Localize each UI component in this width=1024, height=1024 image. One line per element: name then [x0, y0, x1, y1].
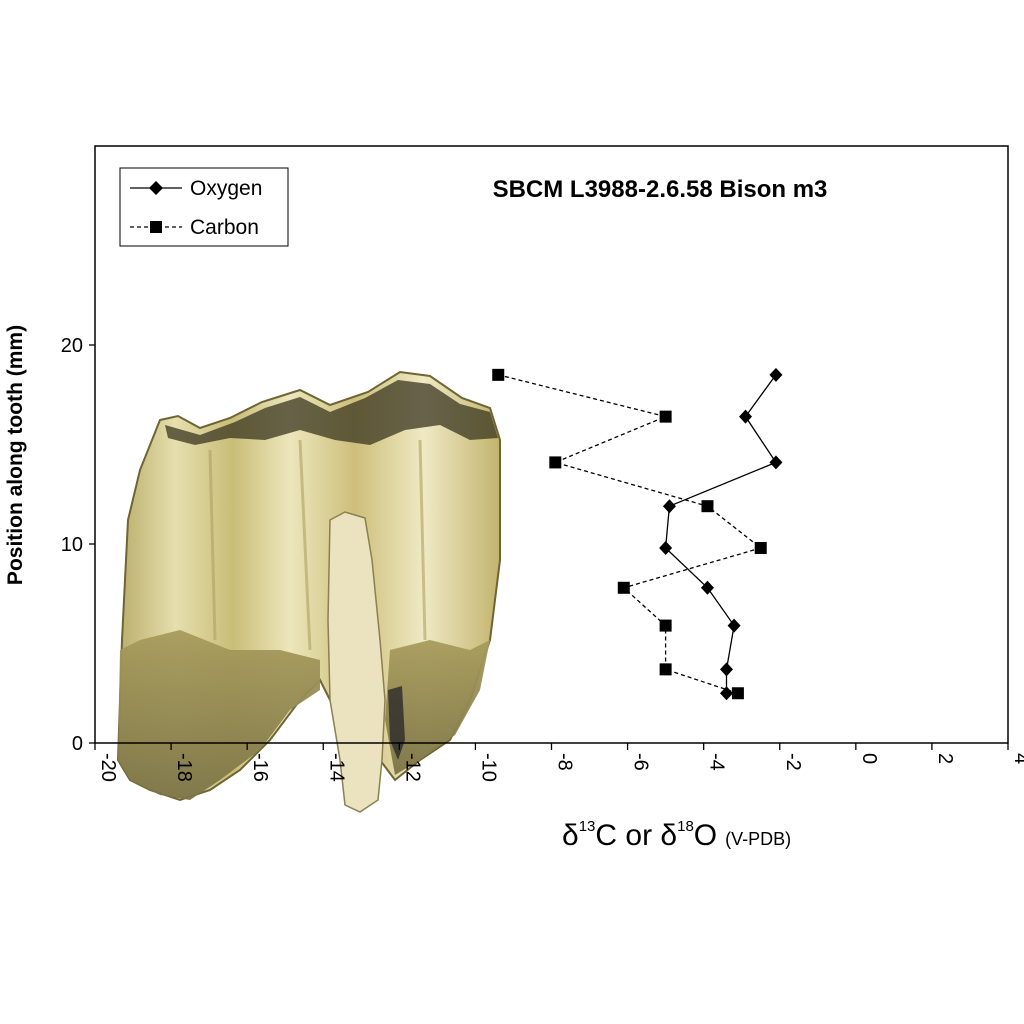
x-tick-label: -14 [325, 753, 347, 782]
x-tick-label: -18 [173, 753, 195, 782]
bison-molar-photograph [116, 370, 501, 813]
legend-oxygen-label: Oxygen [190, 177, 262, 200]
y-tick-label: 10 [61, 534, 83, 556]
x-tick-label: 4 [1010, 753, 1024, 764]
x-tick-label: -4 [706, 753, 728, 771]
x-tick-label: -6 [630, 753, 652, 771]
oxygen-point [727, 618, 741, 633]
carbon-point [659, 410, 672, 423]
x-tick-label: -20 [97, 753, 119, 782]
carbon-point [617, 581, 630, 594]
carbon-point [701, 500, 714, 513]
chart-title: SBCM L3988-2.6.58 Bison m3 [493, 176, 828, 203]
x-tick-label: -2 [782, 753, 804, 771]
x-tick-label: -16 [249, 753, 271, 782]
carbon-point [659, 663, 672, 676]
x-tick-label: -12 [401, 753, 423, 782]
x-tick-label: -10 [477, 753, 499, 782]
legend-box [119, 167, 289, 247]
oxygen-point [662, 499, 676, 514]
y-axis-ticks: 0 10 20 [61, 335, 95, 755]
data-series [492, 367, 783, 701]
y-axis-label: Position along tooth (mm) [4, 325, 27, 585]
oxygen-point [700, 580, 714, 595]
oxygen-point [719, 686, 733, 701]
y-tick-label: 20 [61, 335, 83, 357]
legend-carbon-marker [150, 221, 162, 233]
oxygen-series-line [664, 374, 777, 694]
carbon-point [754, 541, 767, 554]
carbon-point [549, 456, 562, 469]
carbon-point [492, 368, 505, 381]
oxygen-point [769, 367, 783, 382]
legend-oxygen-marker [149, 181, 163, 195]
oxygen-point [769, 455, 783, 470]
x-axis-ticks: -20-18-16-14-12-10-8-6-4-2024 [94, 743, 1024, 782]
oxygen-point [659, 540, 673, 555]
x-tick-label: -8 [554, 753, 576, 771]
legend: Oxygen Carbon [119, 167, 289, 247]
x-tick-label: 0 [858, 753, 880, 764]
carbon-point [731, 687, 744, 700]
x-tick-label: 2 [934, 753, 956, 764]
carbon-series-line [498, 374, 763, 694]
oxygen-point [739, 409, 753, 424]
x-axis-label: δ13C or δ18O (V-PDB) [562, 818, 791, 852]
legend-carbon-label: Carbon [190, 216, 259, 239]
y-tick-label: 0 [72, 733, 83, 755]
carbon-point [659, 619, 672, 632]
oxygen-point [719, 662, 733, 677]
